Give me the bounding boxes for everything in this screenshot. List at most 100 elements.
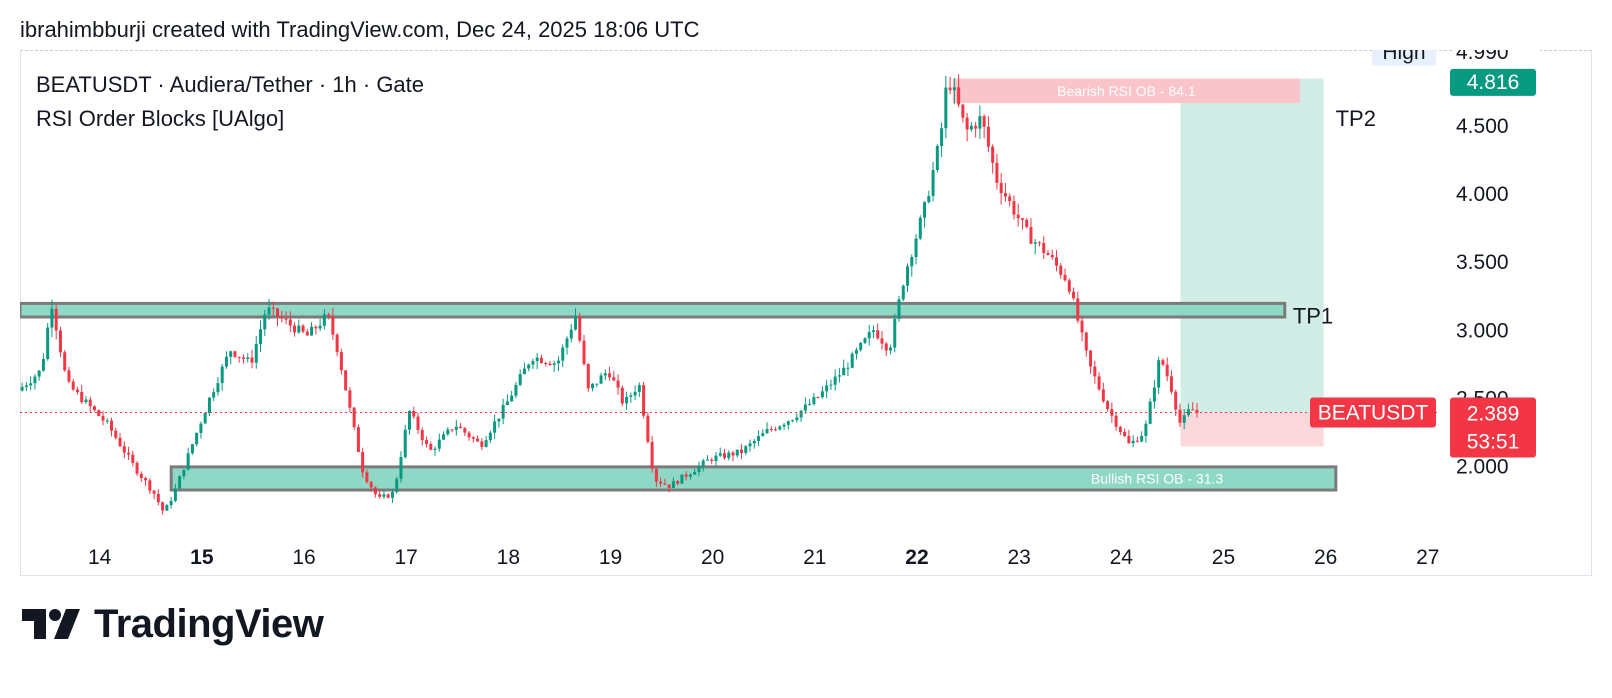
candle-down — [1084, 332, 1088, 351]
candle-up — [1152, 387, 1156, 402]
candle-up — [850, 353, 854, 368]
candle-down — [237, 356, 241, 358]
indicator-legend[interactable]: RSI Order Blocks [UAlgo] — [36, 106, 285, 131]
candle-down — [471, 437, 475, 439]
candle-up — [931, 169, 935, 196]
candle-up — [322, 314, 326, 326]
candle-up — [795, 417, 799, 421]
symbol-legend[interactable]: BEATUSDT · Audiera/Tether · 1h · Gate — [36, 72, 425, 97]
y-tick-label: 3.500 — [1456, 251, 1509, 274]
candle-down — [276, 308, 280, 318]
candle-up — [173, 488, 177, 501]
candle-up — [765, 429, 769, 434]
candle-up — [812, 397, 816, 404]
candle-down — [1135, 440, 1139, 442]
candle-down — [54, 308, 58, 331]
candle-down — [152, 490, 156, 494]
candle-up — [84, 399, 88, 403]
resistance-zone — [20, 301, 1287, 319]
candle-down — [241, 357, 245, 360]
y-tick-label: 2.000 — [1456, 456, 1509, 479]
tp1-label: TP1 — [1293, 304, 1333, 329]
candle-down — [327, 314, 331, 317]
candle-up — [569, 329, 573, 339]
candle-up — [454, 426, 458, 430]
high-badge-text: 4.816 — [1467, 71, 1520, 94]
high-label-box — [1372, 50, 1436, 66]
candle-up — [1140, 436, 1144, 442]
axis-layer: 2.0002.5003.0003.5004.0004.500High4.9904… — [88, 50, 1540, 569]
candle-up — [518, 374, 522, 385]
candle-down — [965, 117, 969, 130]
candle-down — [1050, 254, 1054, 258]
candle-up — [207, 397, 211, 414]
candle-down — [467, 432, 471, 438]
candle-up — [310, 326, 314, 336]
candle-down — [1008, 196, 1012, 202]
candle-up — [697, 465, 701, 472]
candle-down — [1063, 274, 1067, 281]
candle-up — [267, 307, 271, 315]
candle-down — [88, 399, 92, 407]
candle-up — [203, 413, 207, 424]
candle-down — [58, 330, 62, 353]
tradingview-brand[interactable]: TradingView — [22, 601, 324, 646]
candle-up — [889, 347, 893, 351]
candle-up — [701, 460, 705, 466]
x-tick-label: 18 — [497, 546, 520, 569]
candle-down — [1012, 201, 1016, 215]
candle-up — [216, 383, 220, 393]
candle-down — [957, 87, 961, 105]
candle-down — [774, 429, 778, 431]
candle-up — [229, 351, 233, 357]
candle-up — [531, 361, 535, 365]
candle-up — [493, 421, 497, 433]
candle-down — [122, 446, 126, 453]
candle-up — [705, 459, 709, 461]
candle-up — [505, 401, 509, 406]
candle-down — [288, 319, 292, 326]
x-tick-label: 27 — [1416, 546, 1439, 569]
candle-down — [884, 343, 888, 351]
candle-up — [574, 316, 578, 330]
candle-up — [199, 423, 203, 433]
candle-down — [1118, 426, 1122, 432]
candle-down — [250, 357, 254, 363]
candle-down — [131, 454, 135, 463]
candle-up — [910, 256, 914, 267]
last-price-text: 2.389 — [1467, 403, 1520, 426]
candle-up — [854, 349, 858, 354]
candle-up — [46, 327, 50, 360]
candle-down — [348, 390, 352, 408]
candle-up — [923, 202, 927, 218]
candle-up — [735, 449, 739, 456]
candle-up — [978, 116, 982, 129]
candle-up — [565, 338, 569, 348]
candle-down — [646, 415, 650, 442]
candle-down — [344, 370, 348, 391]
candle-up — [786, 421, 790, 425]
y-tick-label: 3.000 — [1456, 319, 1509, 342]
candle-down — [339, 352, 343, 371]
candle-up — [501, 405, 505, 419]
candle-up — [1144, 423, 1148, 437]
position-stop-area — [1180, 412, 1324, 447]
candle-up — [591, 383, 595, 389]
candle-down — [331, 316, 335, 335]
candle-up — [778, 426, 782, 430]
candle-up — [603, 373, 607, 376]
candle-down — [948, 87, 952, 91]
candle-down — [386, 494, 390, 498]
candle-down — [67, 370, 71, 382]
candle-up — [803, 404, 807, 411]
x-tick-label: 20 — [701, 546, 724, 569]
candle-down — [876, 330, 880, 339]
price-chart[interactable]: Bearish RSI OB - 84.1 Bullish RSI OB - 31… — [20, 50, 1548, 574]
candle-down — [1165, 364, 1169, 377]
position-target-area — [1180, 78, 1324, 413]
candle-down — [63, 352, 67, 371]
candle-up — [906, 266, 910, 286]
candle-down — [999, 182, 1003, 194]
brand-name: TradingView — [94, 601, 324, 646]
candle-up — [20, 386, 24, 391]
